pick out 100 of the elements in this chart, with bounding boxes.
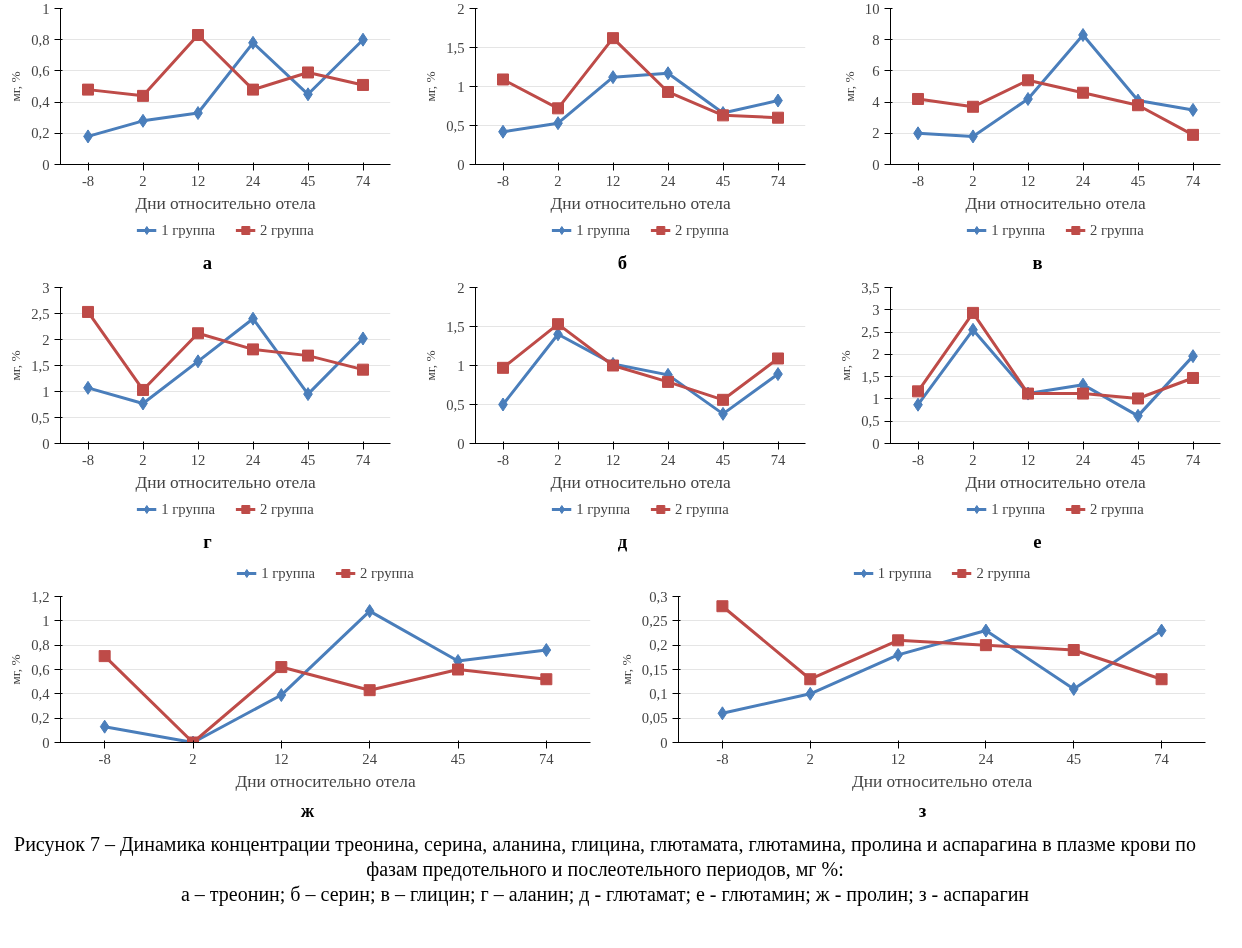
- x-axis-title: Дни относительно отела: [965, 472, 1146, 492]
- y-tick-label: 1: [42, 0, 50, 17]
- text: а – треонин; б – серин; в – глицин; г – аланин; д - глютамат; е - глютамин; ж - пролин; з - аспарагин: [179, 882, 1031, 907]
- x-tick-label: 74: [1154, 750, 1170, 767]
- point: [82, 83, 94, 96]
- x-tick-label: 24: [1075, 451, 1091, 468]
- y-tick-label: 3: [872, 301, 880, 318]
- y-axis-title: мг, %: [838, 350, 854, 381]
- y-tick-label: 1,2: [31, 588, 50, 605]
- x-axis-title: Дни относительно отела: [550, 193, 731, 213]
- y-tick-label: 1: [42, 612, 50, 629]
- x-tick-label: 74: [355, 451, 371, 468]
- y-tick-label: 2: [457, 0, 465, 17]
- x-axis-title: Дни относительно отела: [851, 771, 1033, 791]
- x-tick-label: -8: [81, 451, 95, 468]
- x-tick-label: 12: [605, 172, 621, 189]
- point: [1077, 387, 1089, 400]
- x-tick-label: 24: [660, 172, 676, 189]
- y-axis-title: мг, %: [841, 71, 857, 102]
- point: [717, 393, 729, 406]
- y-tick-label: 0: [457, 435, 465, 452]
- y-tick-label: 0,2: [31, 125, 50, 142]
- x-tick-label: 2: [554, 451, 562, 468]
- y-tick-label: 1,5: [446, 39, 465, 56]
- y-tick-label: 0,8: [31, 637, 50, 654]
- y-axis-title: мг, %: [618, 654, 634, 685]
- point: [364, 604, 375, 619]
- y-tick-label: 0,6: [31, 661, 50, 678]
- x-tick-label: 2: [806, 750, 814, 767]
- point: [1156, 623, 1167, 638]
- x-tick-label: 12: [605, 451, 621, 468]
- y-tick-label: 0: [42, 156, 50, 173]
- text: в: [1031, 251, 1044, 275]
- point: [805, 686, 816, 701]
- point: [772, 352, 784, 365]
- point: [1187, 371, 1199, 384]
- point: [912, 92, 924, 105]
- x-tick-label: -8: [911, 451, 925, 468]
- x-axis-title: Дни относительно отела: [135, 472, 316, 492]
- y-tick-label: 0,4: [31, 94, 51, 111]
- text: д: [616, 530, 629, 554]
- legend-label: 2 группа: [260, 221, 314, 239]
- y-tick-label: 0,6: [31, 62, 50, 79]
- y-tick-label: 1: [42, 383, 50, 400]
- y-tick-label: 0: [42, 734, 50, 751]
- y-axis-title: мг, %: [8, 350, 24, 381]
- y-tick-label: 0,5: [861, 413, 880, 430]
- point: [192, 327, 204, 340]
- y-tick-label: 1,5: [446, 318, 465, 335]
- point: [1132, 392, 1144, 405]
- point: [275, 661, 288, 674]
- point: [99, 719, 110, 734]
- x-tick-label: 2: [139, 451, 147, 468]
- legend-label: 1 группа: [161, 221, 215, 239]
- legend-label: 1 группа: [877, 564, 932, 582]
- y-tick-label: 4: [872, 94, 881, 111]
- legend-label: 2 группа: [1090, 500, 1144, 518]
- x-tick-label: -8: [496, 451, 510, 468]
- point: [192, 29, 204, 42]
- x-tick-label: 74: [1185, 451, 1201, 468]
- y-tick-label: 0,15: [641, 661, 668, 678]
- x-tick-label: 74: [770, 172, 786, 189]
- point: [979, 639, 992, 652]
- x-tick-label: 12: [190, 451, 206, 468]
- y-axis-title: мг, %: [8, 654, 24, 685]
- point: [1187, 128, 1199, 141]
- text: Рисунок 7 – Динамика концентрации треонина, серина, аланина, глицина, глютамата, глютамина, пролина и аспарагина в плазме крови по фазам предотельного и послеотельного периодов, мг %:: [13, 832, 1197, 882]
- y-tick-label: 2,5: [861, 324, 880, 341]
- point: [967, 306, 979, 319]
- y-tick-label: 6: [872, 62, 880, 79]
- text: з: [917, 799, 928, 823]
- point: [1068, 681, 1079, 696]
- legend-label: 2 группа: [675, 221, 729, 239]
- point: [540, 673, 553, 686]
- legend-label: 2 группа: [260, 500, 314, 518]
- x-tick-label: 2: [969, 451, 977, 468]
- point: [552, 102, 564, 115]
- x-tick-label: 24: [245, 451, 261, 468]
- text: е: [1032, 530, 1043, 554]
- point: [804, 673, 817, 686]
- x-tick-label: 24: [245, 172, 261, 189]
- x-tick-label: 2: [554, 172, 562, 189]
- x-tick-label: 12: [190, 172, 206, 189]
- text: а: [201, 251, 214, 275]
- y-tick-label: 0: [457, 156, 465, 173]
- y-tick-label: 0,2: [31, 710, 50, 727]
- text: г: [202, 530, 213, 554]
- point: [772, 111, 784, 124]
- y-tick-label: 0,2: [649, 637, 668, 654]
- y-axis-title: мг, %: [423, 350, 439, 381]
- point: [967, 100, 979, 113]
- point: [892, 634, 905, 647]
- y-tick-label: 0,8: [31, 31, 50, 48]
- x-tick-label: -8: [716, 750, 729, 767]
- y-tick-label: 0,05: [641, 710, 668, 727]
- y-tick-label: 0: [42, 435, 50, 452]
- x-tick-label: 45: [715, 172, 731, 189]
- legend-label: 1 группа: [576, 500, 630, 518]
- x-axis-title: Дни относительно отела: [235, 771, 416, 791]
- point: [1067, 644, 1080, 657]
